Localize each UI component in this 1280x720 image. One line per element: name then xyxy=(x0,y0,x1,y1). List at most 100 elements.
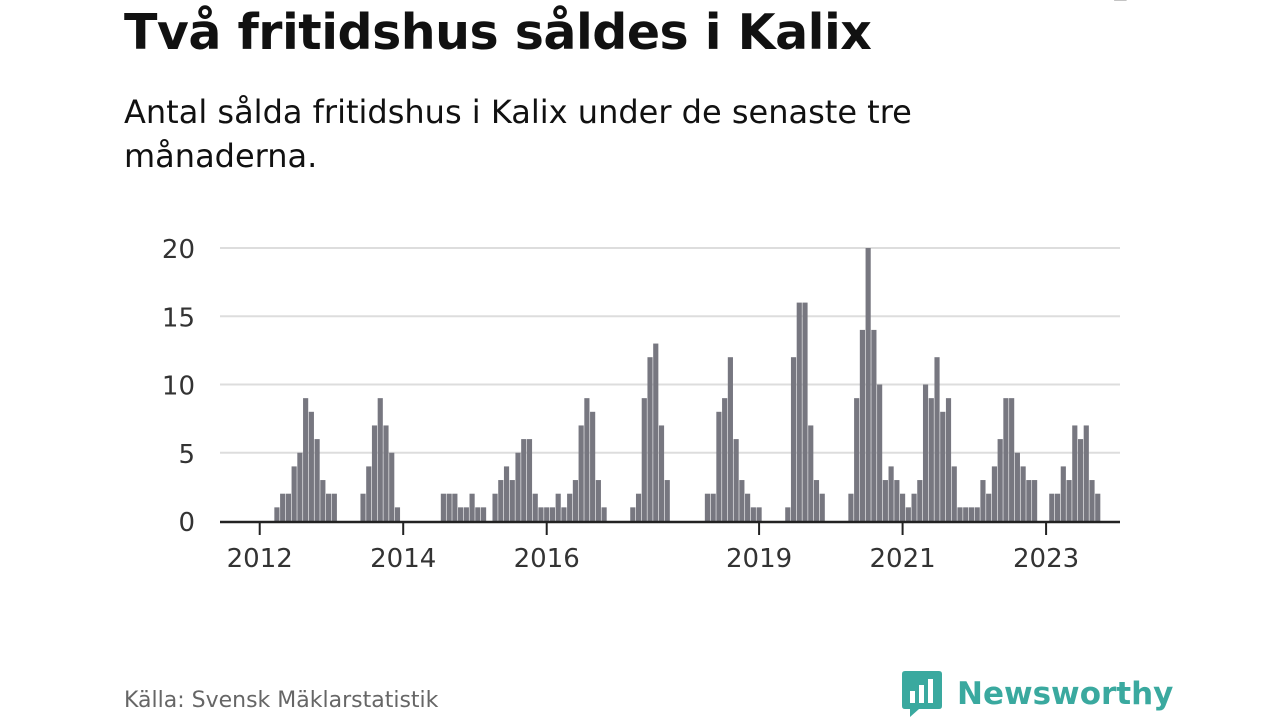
bar xyxy=(1020,466,1026,521)
bar xyxy=(722,398,728,521)
bar xyxy=(308,411,314,521)
bar xyxy=(303,398,309,521)
bar xyxy=(917,480,923,521)
bar xyxy=(957,507,963,521)
bar xyxy=(905,507,911,521)
bar xyxy=(911,493,917,521)
bar xyxy=(377,398,383,521)
bar xyxy=(745,493,751,521)
bar xyxy=(1026,480,1032,521)
bar-chart: 0 5 10 15 20 2012 2014 2016 2019 2021 2023 2 xyxy=(162,0,1129,574)
bar xyxy=(848,493,854,521)
bar xyxy=(986,493,992,521)
bar xyxy=(756,507,762,521)
bar xyxy=(785,507,791,521)
y-tick-label: 5 xyxy=(178,440,195,470)
bar xyxy=(1089,480,1095,521)
chart-subtitle: Antal sålda fritidshus i Kalix under de … xyxy=(124,93,912,175)
bar xyxy=(1066,480,1072,521)
bar xyxy=(326,493,332,521)
bar xyxy=(1009,398,1015,521)
bar xyxy=(1077,439,1084,521)
bar xyxy=(572,480,578,521)
bar xyxy=(584,398,590,521)
bar xyxy=(940,411,946,521)
y-tick-label: 10 xyxy=(162,372,195,402)
bar xyxy=(877,384,883,521)
bar xyxy=(630,507,636,521)
bar xyxy=(503,466,510,521)
x-tick-label: 2019 xyxy=(726,544,792,574)
bar xyxy=(285,493,291,521)
y-tick-label: 0 xyxy=(178,508,195,538)
bar xyxy=(515,452,521,521)
bar xyxy=(963,507,969,521)
bar xyxy=(1060,466,1066,521)
bar xyxy=(314,439,320,521)
bar xyxy=(641,398,647,521)
bar xyxy=(750,507,756,521)
bar xyxy=(991,466,998,521)
bar xyxy=(549,507,556,521)
y-tick-label: 20 xyxy=(162,235,195,265)
bar xyxy=(567,493,573,521)
bar xyxy=(532,493,538,521)
bar xyxy=(635,493,642,521)
bar xyxy=(492,493,498,521)
bar xyxy=(498,480,504,521)
bar-chart-speech-bubble-icon xyxy=(902,671,942,717)
bar xyxy=(813,480,820,521)
bar xyxy=(371,425,378,521)
bar xyxy=(389,452,395,521)
bar xyxy=(1049,493,1055,521)
bar xyxy=(1054,493,1061,521)
bar xyxy=(974,507,980,521)
y-tick-label: 15 xyxy=(162,303,195,333)
bar xyxy=(980,480,986,521)
bar xyxy=(1003,398,1009,521)
bar xyxy=(790,357,797,521)
bar xyxy=(900,493,906,521)
bar xyxy=(595,480,601,521)
brand-name: Newsworthy xyxy=(957,676,1174,712)
data-label: 2 xyxy=(1112,0,1129,7)
bar xyxy=(888,466,894,521)
bar xyxy=(446,493,452,521)
bar xyxy=(320,480,326,521)
bar xyxy=(480,507,487,521)
bar xyxy=(274,507,280,521)
chart-title: Två fritidshus såldes i Kalix xyxy=(124,4,872,61)
bar xyxy=(808,425,814,521)
bar xyxy=(739,480,745,521)
x-tick-label: 2016 xyxy=(514,544,580,574)
bar xyxy=(521,439,527,521)
x-tick-label: 2021 xyxy=(870,544,936,574)
bar xyxy=(458,507,464,521)
bar xyxy=(704,493,711,521)
bar xyxy=(394,507,401,521)
bar xyxy=(601,507,607,521)
x-tick-label: 2012 xyxy=(227,544,293,574)
x-tick-label: 2014 xyxy=(370,544,436,574)
brand-logo-group: Newsworthy xyxy=(901,669,1173,719)
bar xyxy=(796,302,802,521)
bar xyxy=(452,493,458,521)
bar xyxy=(710,493,716,521)
bar xyxy=(922,384,929,521)
bar xyxy=(945,398,952,521)
bar xyxy=(733,439,739,521)
source-note: Källa: Svensk Mäklarstatistik xyxy=(124,688,439,713)
bar xyxy=(727,357,733,521)
bar xyxy=(653,343,659,521)
bar xyxy=(871,329,877,521)
bar xyxy=(1083,425,1089,521)
bar xyxy=(997,439,1003,521)
bar xyxy=(658,425,665,521)
bar xyxy=(1032,480,1038,521)
bar xyxy=(280,493,286,521)
bar xyxy=(538,507,544,521)
bar xyxy=(555,493,561,521)
x-tick-label: 2023 xyxy=(1013,544,1079,574)
bar xyxy=(590,411,596,521)
bar xyxy=(934,357,940,521)
